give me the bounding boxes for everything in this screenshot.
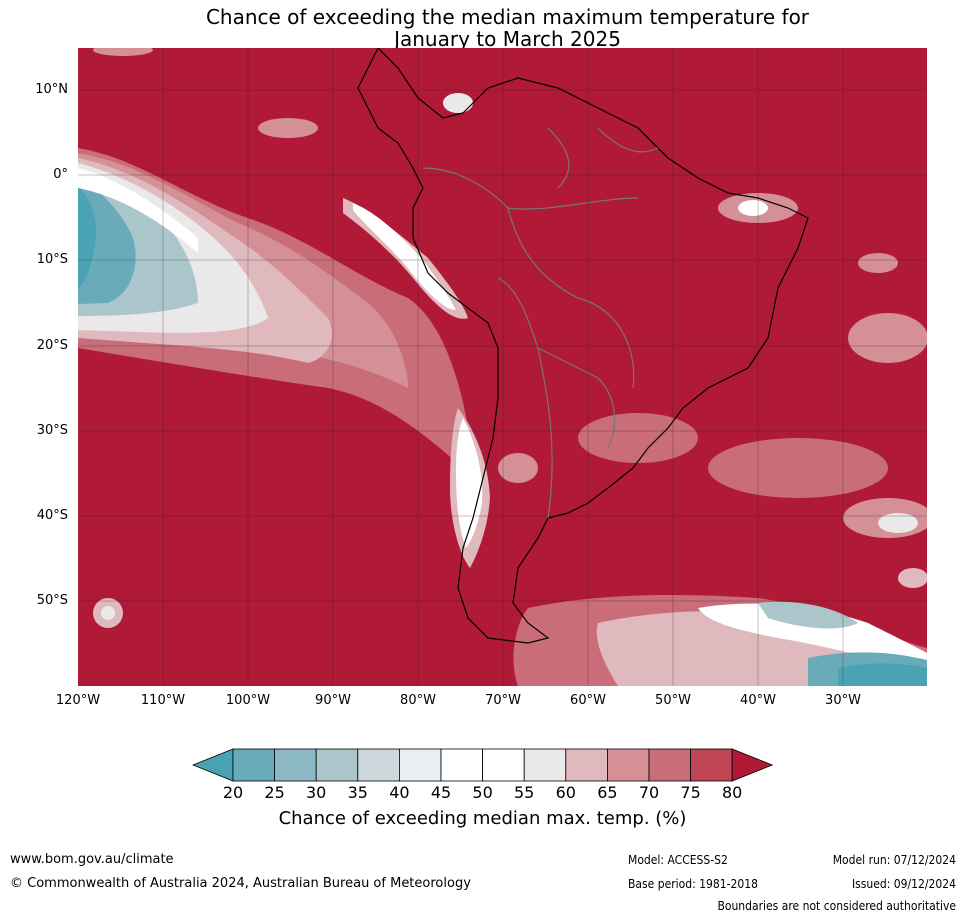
lon-label: 40°W (740, 693, 776, 708)
lat-label: 0° (53, 167, 68, 182)
colorbar-segment (690, 748, 733, 782)
colorbar-segment (440, 748, 483, 782)
colorbar-tick-label: 60 (555, 783, 576, 802)
colorbar-tick-label: 25 (264, 783, 285, 802)
lon-label: 90°W (315, 693, 351, 708)
colorbar-segment (398, 748, 442, 782)
map-title-line2: January to March 2025 (394, 27, 621, 51)
colorbar-tick-label: 40 (389, 783, 410, 802)
colorbar-tick-label: 75 (680, 783, 701, 802)
footer-url[interactable]: www.bom.gov.au/climate (10, 852, 174, 867)
lon-label: 60°W (570, 693, 606, 708)
colorbar-tick-label: 65 (597, 783, 618, 802)
colorbar-segment (606, 748, 650, 782)
colorbar-tick-label: 70 (638, 783, 660, 802)
probability-map (78, 48, 927, 686)
footer-disclaimer: Boundaries are not considered authoritat… (717, 899, 956, 913)
south-atlantic-anomaly (513, 595, 927, 686)
lon-label: 120°W (55, 693, 101, 708)
lat-label: 40°S (36, 508, 68, 523)
footer-model-run: Model run: 07/12/2024 (832, 853, 956, 867)
footer-issued: Issued: 09/12/2024 (851, 877, 956, 891)
footer-copyright: © Commonwealth of Australia 2024, Austra… (10, 876, 471, 891)
map-title-line1: Chance of exceeding the median maximum t… (205, 5, 810, 29)
lat-label: 30°S (36, 423, 68, 438)
colorbar-segment (357, 748, 400, 782)
lat-label: 50°S (36, 593, 68, 608)
colorbar-extend-low (192, 748, 234, 782)
colorbar-segment (482, 748, 525, 782)
lon-label: 30°W (825, 693, 861, 708)
colorbar-label: Chance of exceeding median max. temp. (%… (278, 808, 687, 829)
lon-label: 100°W (225, 693, 271, 708)
colorbar-tick-label: 45 (430, 783, 452, 802)
colorbar-segment (523, 748, 567, 782)
lon-label: 80°W (400, 693, 436, 708)
lat-label: 10°S (36, 252, 68, 267)
colorbar-tick-label: 55 (514, 783, 535, 802)
colorbar-tick-label: 30 (306, 783, 327, 802)
west-coast-anomaly (343, 198, 490, 568)
lat-label: 20°S (36, 338, 68, 353)
lon-label: 110°W (140, 693, 186, 708)
colorbar-tick-label: 80 (722, 783, 743, 802)
colorbar-tick-label: 20 (222, 783, 244, 802)
colorbar-segment (232, 748, 275, 782)
lat-label: 10°N (35, 82, 68, 97)
gridlines (78, 48, 927, 686)
colorbar-segment (315, 748, 359, 782)
footer-base-period: Base period: 1981-2018 (628, 877, 759, 891)
colorbar-tick-label: 35 (347, 783, 368, 802)
lon-label: 70°W (485, 693, 521, 708)
colorbar-segment (274, 748, 317, 782)
lon-label: 50°W (655, 693, 691, 708)
colorbar-segment (565, 748, 608, 782)
colorbar-extend-high (731, 748, 774, 782)
pacific-anomaly-region (78, 148, 468, 468)
colorbar (192, 748, 774, 782)
colorbar-tick-label: 50 (472, 783, 493, 802)
colorbar-segment (648, 748, 691, 782)
footer-model: Model: ACCESS-S2 (628, 853, 728, 867)
country-borders (422, 127, 659, 519)
